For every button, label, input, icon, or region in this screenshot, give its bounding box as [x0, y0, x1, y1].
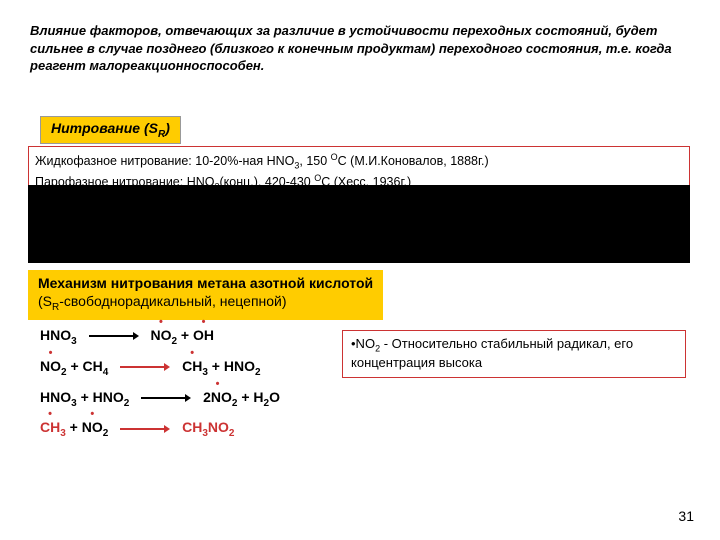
arrow-icon	[120, 424, 170, 434]
reaction-scheme: HNO3 NO2 + OH NO2 + CH4 CH3 + HNO2 HNO3 …	[40, 322, 280, 445]
mechanism-title-line2: (SR-свободнорадикальный, нецепной)	[38, 292, 373, 314]
note-text: •NO2 - Относительно стабильный радикал, …	[351, 336, 633, 370]
reaction-row-4: CH3 + NO2 CH3NO2	[40, 414, 280, 443]
facts-line-1: Жидкофазное нитрование: 10-20%-ная HNO3,…	[35, 151, 683, 172]
arrow-icon	[89, 331, 139, 341]
reaction-row-2: NO2 + CH4 CH3 + HNO2	[40, 353, 280, 382]
reaction-row-3: HNO3 + HNO2 2NO2 + H2O	[40, 384, 280, 413]
section-title-nitration: Нитрование (SR)	[40, 116, 181, 144]
note-box: •NO2 - Относительно стабильный радикал, …	[342, 330, 686, 378]
reaction-row-1: HNO3 NO2 + OH	[40, 322, 280, 351]
page-number: 31	[678, 508, 694, 524]
redacted-band	[28, 185, 690, 263]
sr-open: (SR)	[144, 120, 170, 136]
mechanism-title: Механизм нитрования метана азотной кисло…	[28, 270, 383, 320]
section-title-text: Нитрование	[51, 120, 140, 136]
arrow-icon	[120, 362, 170, 372]
mechanism-title-line1: Механизм нитрования метана азотной кисло…	[38, 274, 373, 292]
intro-paragraph: Влияние факторов, отвечающих за различие…	[30, 22, 690, 75]
arrow-icon	[141, 393, 191, 403]
